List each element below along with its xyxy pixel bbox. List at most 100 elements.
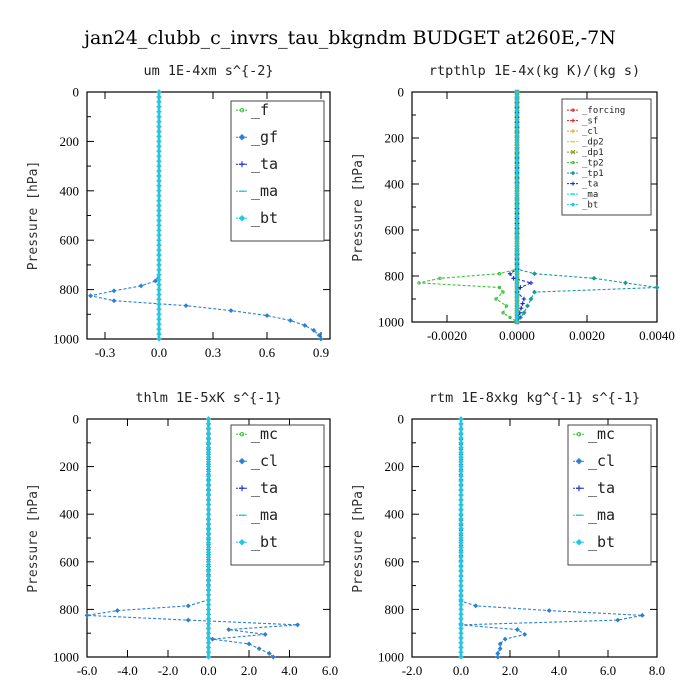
series-point — [458, 568, 464, 574]
series-point — [205, 597, 212, 603]
series-point — [458, 587, 464, 593]
series-point — [205, 635, 212, 641]
x-tick-label: -2.0 — [402, 663, 423, 678]
series-point — [458, 430, 464, 436]
y-axis-label: Pressure [hPa] — [351, 152, 366, 262]
series-point — [205, 525, 212, 532]
legend-entry: _tp2 — [582, 159, 604, 169]
legend-entry: _ma — [582, 190, 598, 200]
x-tick-label: 4.0 — [551, 663, 567, 678]
series-point — [205, 478, 212, 484]
y-tick-label: 0 — [73, 85, 80, 100]
series-point — [111, 298, 117, 304]
legend-box — [567, 424, 652, 566]
series-point — [302, 322, 308, 328]
series-point — [458, 445, 464, 451]
series-point — [458, 654, 464, 660]
series-point — [521, 296, 527, 302]
series-point — [458, 606, 464, 612]
series-point — [264, 312, 270, 319]
series-point — [156, 227, 162, 233]
y-axis-label: Pressure [hPa] — [26, 483, 41, 593]
legend-entry: _dp1 — [582, 148, 604, 158]
series-point — [156, 168, 162, 174]
legend-marker — [239, 432, 245, 437]
series-point — [458, 592, 464, 598]
legend-entry: _tp1 — [582, 169, 604, 179]
figure-title: jan24_clubb_c_invrs_tau_bkgndm BUDGET at… — [82, 27, 616, 49]
series-point — [495, 654, 501, 660]
series-point — [205, 587, 212, 593]
series-point — [156, 336, 162, 342]
series-point — [458, 459, 464, 465]
series-point — [156, 193, 162, 199]
series-point — [528, 280, 534, 286]
legend: _mc _cl _ta _ma _bt — [567, 424, 652, 566]
series-point — [156, 217, 162, 223]
y-tick-label: 200 — [60, 134, 80, 149]
series-point — [458, 611, 464, 617]
series-point — [511, 276, 516, 281]
series-point — [458, 530, 464, 536]
series-point — [458, 440, 464, 446]
x-tick-label: -4.0 — [117, 663, 138, 678]
series-point — [156, 321, 162, 327]
series-point — [528, 296, 534, 302]
y-tick-label: 800 — [60, 602, 80, 617]
series-point — [183, 303, 189, 309]
series-point — [205, 430, 212, 436]
series-point — [205, 459, 212, 465]
series-point — [156, 306, 162, 312]
series-point — [501, 290, 505, 294]
series-point — [156, 208, 162, 214]
series-point — [458, 630, 464, 636]
series-point — [520, 301, 525, 306]
legend-entry: _ma — [588, 506, 615, 524]
series-point — [458, 435, 464, 441]
legend-entry: _ta — [588, 479, 615, 497]
series-point — [458, 454, 464, 460]
series-point — [205, 625, 212, 631]
panel-1: um 1E-4xm s^{-2} Pressure [hPa] 0 200 400 600… — [26, 63, 331, 360]
series-point — [458, 473, 464, 479]
panel-title: rtpthlp 1E-4x(kg K)/(kg s) — [429, 63, 640, 79]
series-point — [458, 583, 464, 589]
series-point — [205, 440, 212, 446]
series-point — [88, 293, 94, 299]
series-point — [205, 449, 212, 455]
series-point — [156, 114, 162, 120]
series-line-tp1 — [516, 92, 658, 323]
series-point — [458, 578, 464, 584]
panel-4: rtm 1E-8xkg kg^{-1} s^{-1} Pressure [hPa]… — [351, 390, 665, 678]
legend-marker — [570, 149, 576, 155]
legend-entry: _bt — [582, 201, 598, 211]
x-tick-label: -2.0 — [158, 663, 179, 678]
y-tick-label: 800 — [60, 282, 80, 297]
series-point — [622, 280, 629, 286]
x-tick-label: -6.0 — [77, 663, 98, 678]
series-point — [205, 564, 212, 570]
series-point — [458, 511, 464, 517]
y-tick-label: 200 — [385, 459, 405, 474]
series-point — [458, 425, 464, 432]
series-point — [156, 188, 162, 194]
series-point — [156, 89, 162, 95]
x-tick-label: 8.0 — [649, 663, 665, 678]
legend-entry: _cl — [582, 127, 598, 137]
y-axis-label: Pressure [hPa] — [26, 161, 41, 271]
series-point — [205, 487, 212, 493]
legend: _mc _cl _ta _ma _bt — [230, 424, 325, 566]
y-tick-label: 600 — [60, 554, 80, 569]
series-point — [502, 636, 508, 642]
legend-marker — [570, 170, 576, 176]
legend: _f _gf _ta _ma _bt — [230, 100, 325, 242]
x-tick-label: 6.0 — [600, 663, 616, 678]
x-tick-label: 0.0 — [453, 663, 469, 678]
legend-marker — [238, 538, 246, 546]
series-point — [654, 284, 660, 291]
y-tick-label: 0 — [73, 412, 80, 427]
x-tick-label: 0.0020 — [569, 328, 605, 343]
series-point — [156, 242, 162, 248]
legend-entry: _mc — [251, 425, 278, 443]
series-point — [205, 611, 212, 617]
